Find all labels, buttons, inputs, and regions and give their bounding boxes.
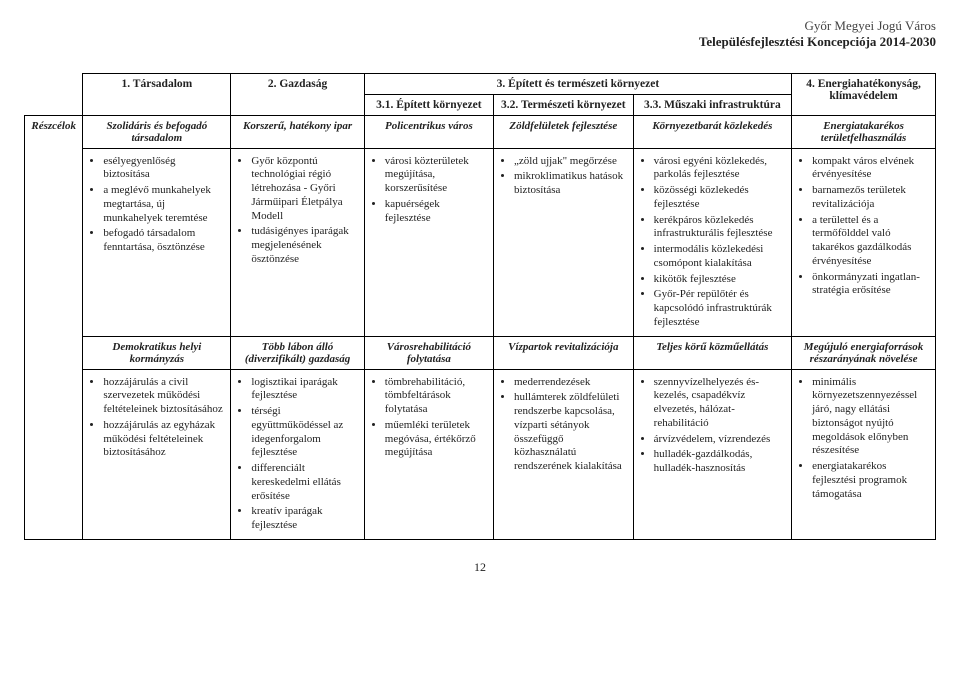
b2-sub-c2: Több lábon álló (diverzifikált) gazdaság	[231, 336, 364, 369]
page-header: Győr Megyei Jogú Város Településfejleszt…	[24, 18, 936, 51]
col-3-group-title: 3. Épített és természeti környezet	[364, 73, 791, 94]
list-item: közösségi közlekedés fejlesztése	[654, 184, 785, 212]
b1-sub-c33: Környezetbarát közlekedés	[633, 115, 791, 148]
list-item: tömbrehabilitáció, tömbfeltárások folyta…	[385, 376, 487, 417]
b1-cell-c1: esélyegyenlőség biztosításaa meglévő mun…	[83, 148, 231, 336]
list-item: barnamezős területek revitalizációja	[812, 184, 929, 212]
list-item: differenciált kereskedelmi ellátás erősí…	[251, 462, 357, 503]
list-item: hozzájárulás a civil szervezetek működés…	[103, 376, 224, 417]
b1-cell-c31: városi közterületek megújítása, korszerű…	[364, 148, 493, 336]
col-2-title: 2. Gazdaság	[231, 73, 364, 115]
page-number: 12	[24, 560, 936, 575]
list-item: mederrendezések	[514, 376, 627, 390]
list-item: „zöld ujjak" megőrzése	[514, 155, 627, 169]
b1-cell-c4: kompakt város elvének érvényesítésebarna…	[792, 148, 936, 336]
b2-cell-c31: tömbrehabilitáció, tömbfeltárások folyta…	[364, 369, 493, 539]
list-item: tudásigényes iparágak megjelenésének ösz…	[251, 225, 357, 266]
b1-sub-c1: Szolidáris és befogadó társadalom	[83, 115, 231, 148]
list-item: esélyegyenlőség biztosítása	[103, 155, 224, 183]
b2-sub-c4: Megújuló energiaforrások részarányának n…	[792, 336, 936, 369]
list-item: városi egyéni közlekedés, parkolás fejle…	[654, 155, 785, 183]
row-label: Részcélok	[25, 115, 83, 539]
list-item: kreatív iparágak fejlesztése	[251, 505, 357, 533]
b2-sub-c33: Teljes körű közműellátás	[633, 336, 791, 369]
b1-sub-c4: Energiatakarékos területfelhasználás	[792, 115, 936, 148]
list-item: kerékpáros közlekedés infrastrukturális …	[654, 214, 785, 242]
list-item: hullámterek zöldfelületi rendszerbe kapc…	[514, 391, 627, 474]
b2-sub-c32: Vízpartok revitalizációja	[494, 336, 634, 369]
b1-sub-c2: Korszerű, hatékony ipar	[231, 115, 364, 148]
list-item: műemléki területek megóvása, értékőrző m…	[385, 419, 487, 460]
list-item: térségi együttműködéssel az idegenforgal…	[251, 405, 357, 460]
list-item: a területtel és a termőfölddel való taka…	[812, 214, 929, 269]
col-3-1-title: 3.1. Épített környezet	[364, 94, 493, 115]
list-item: Győr-Pér repülőtér és kapcsolódó infrast…	[654, 288, 785, 329]
b2-cell-c4: minimális környezetszennyezéssel járó, n…	[792, 369, 936, 539]
list-item: befogadó társadalom fenntartása, ösztönz…	[103, 227, 224, 255]
col-3-3-title: 3.3. Műszaki infrastruktúra	[633, 94, 791, 115]
list-item: intermodális közlekedési csomópont kiala…	[654, 243, 785, 271]
list-item: mikroklimatikus hatások biztosítása	[514, 170, 627, 198]
b1-cell-c2: Győr központú technológiai régió létreho…	[231, 148, 364, 336]
list-item: szennyvízelhelyezés és-kezelés, csapadék…	[654, 376, 785, 431]
b2-sub-c31: Városrehabilitáció folytatása	[364, 336, 493, 369]
header-line1: Győr Megyei Jogú Város	[24, 18, 936, 34]
col-4-title: 4. Energiahatékonyság, klímavédelem	[792, 73, 936, 115]
list-item: minimális környezetszennyezéssel járó, n…	[812, 376, 929, 459]
list-item: városi közterületek megújítása, korszerű…	[385, 155, 487, 196]
col-3-2-title: 3.2. Természeti környezet	[494, 94, 634, 115]
list-item: kikötők fejlesztése	[654, 273, 785, 287]
b1-cell-c32: „zöld ujjak" megőrzésemikroklimatikus ha…	[494, 148, 634, 336]
b1-sub-c32: Zöldfelületek fejlesztése	[494, 115, 634, 148]
list-item: hozzájárulás az egyházak működési feltét…	[103, 419, 224, 460]
b2-cell-c32: mederrendezésekhullámterek zöldfelületi …	[494, 369, 634, 539]
b2-cell-c2: logisztikai iparágak fejlesztésetérségi …	[231, 369, 364, 539]
list-item: hulladék-gazdálkodás, hulladék-hasznosít…	[654, 448, 785, 476]
list-item: kompakt város elvének érvényesítése	[812, 155, 929, 183]
b2-cell-c33: szennyvízelhelyezés és-kezelés, csapadék…	[633, 369, 791, 539]
b2-cell-c1: hozzájárulás a civil szervezetek működés…	[83, 369, 231, 539]
col-1-title: 1. Társadalom	[83, 73, 231, 115]
list-item: a meglévő munkahelyek megtartása, új mun…	[103, 184, 224, 225]
list-item: árvízvédelem, vízrendezés	[654, 433, 785, 447]
list-item: energiatakarékos fejlesztési programok t…	[812, 460, 929, 501]
concept-matrix: 1. Társadalom 2. Gazdaság 3. Épített és …	[24, 73, 936, 540]
list-item: logisztikai iparágak fejlesztése	[251, 376, 357, 404]
b1-cell-c33: városi egyéni közlekedés, parkolás fejle…	[633, 148, 791, 336]
list-item: kapuérségek fejlesztése	[385, 198, 487, 226]
list-item: önkormányzati ingatlan-stratégia erősíté…	[812, 271, 929, 299]
list-item: Győr központú technológiai régió létreho…	[251, 155, 357, 224]
b2-sub-c1: Demokratikus helyi kormányzás	[83, 336, 231, 369]
header-line2: Településfejlesztési Koncepciója 2014-20…	[24, 34, 936, 50]
b1-sub-c31: Policentrikus város	[364, 115, 493, 148]
